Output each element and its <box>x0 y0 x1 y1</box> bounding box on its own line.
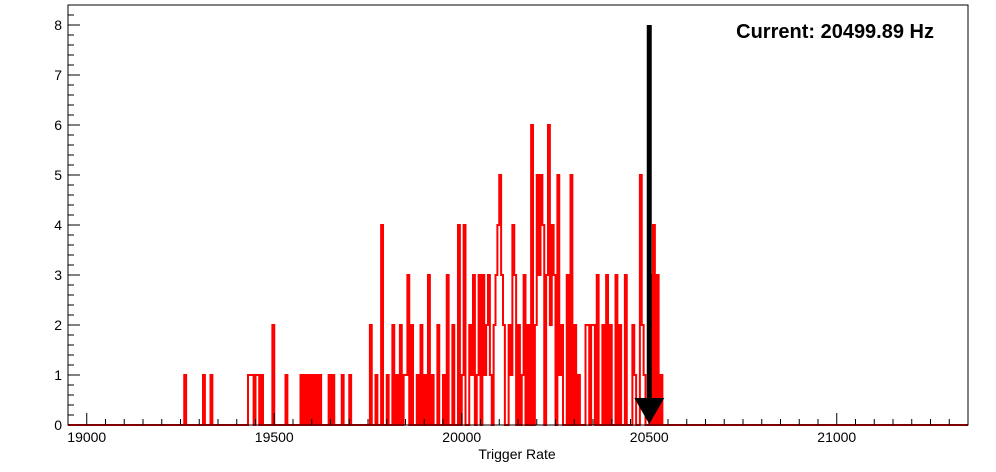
marker-arrow-head <box>634 398 665 424</box>
y-tick-label: 4 <box>54 217 62 233</box>
y-tick-label: 6 <box>54 117 62 133</box>
y-tick-label: 3 <box>54 267 62 283</box>
current-rate-marker <box>634 25 665 424</box>
current-rate-annotation: Current: 20499.89 Hz <box>736 21 934 43</box>
x-tick-label: 19000 <box>67 429 106 445</box>
y-tick-label: 0 <box>54 417 62 433</box>
y-tick-label: 5 <box>54 167 62 183</box>
x-tick-label: 20000 <box>442 429 481 445</box>
y-tick-label: 1 <box>54 367 62 383</box>
x-tick-label: 19500 <box>255 429 294 445</box>
y-tick-label: 2 <box>54 317 62 333</box>
y-tick-label: 8 <box>54 17 62 33</box>
y-tick-label: 7 <box>54 67 62 83</box>
x-axis-title: Trigger Rate <box>478 446 556 462</box>
plot-frame <box>67 4 969 426</box>
x-tick-label: 21000 <box>817 429 856 445</box>
x-tick-label: 20500 <box>630 429 669 445</box>
